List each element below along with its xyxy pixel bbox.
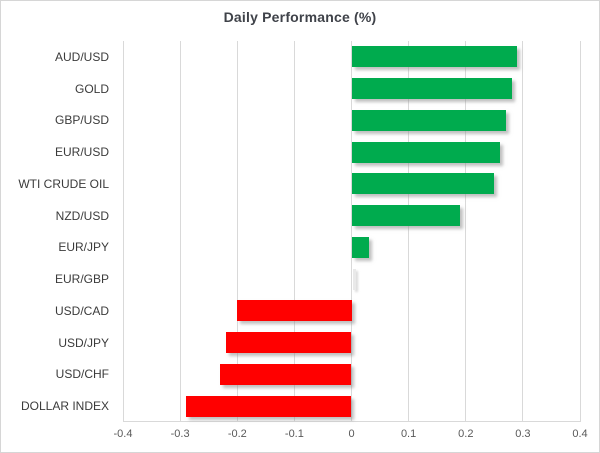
category-label-wti-crude-oil: WTI CRUDE OIL <box>18 176 109 191</box>
bar-eur-gbp <box>352 268 356 290</box>
x-axis-line <box>123 421 580 422</box>
x-tick-label: -0.2 <box>227 428 247 440</box>
gridline <box>408 41 410 422</box>
bar-eur-jpy <box>351 236 369 258</box>
x-tick-label: 0.2 <box>458 428 474 440</box>
bar-dollar-index <box>185 395 352 417</box>
bar-aud-usd <box>351 46 518 68</box>
category-label-usd-chf: USD/CHF <box>55 367 109 382</box>
bar-gbp-usd <box>351 109 506 131</box>
bar-usd-cad <box>237 300 352 322</box>
x-tick-label: -0.3 <box>170 428 190 440</box>
gridline <box>579 41 581 422</box>
bar-usd-jpy <box>225 332 352 354</box>
category-label-usd-jpy: USD/JPY <box>58 335 109 350</box>
category-label-eur-usd: EUR/USD <box>54 145 109 160</box>
x-tick-label: -0.4 <box>113 428 133 440</box>
gridline <box>236 41 238 422</box>
x-tick-label: 0.4 <box>572 428 588 440</box>
bar-wti-crude-oil <box>351 173 495 195</box>
gridline <box>122 41 124 422</box>
category-label-eur-jpy: EUR/JPY <box>58 240 109 255</box>
gridline <box>522 41 524 422</box>
gridline <box>351 41 352 422</box>
category-label-eur-gbp: EUR/GBP <box>54 272 109 287</box>
x-tick-label: 0 <box>348 428 355 440</box>
bar-eur-usd <box>351 141 500 163</box>
category-label-usd-cad: USD/CAD <box>54 303 109 318</box>
x-tick-label: -0.1 <box>284 428 304 440</box>
gridline <box>293 41 295 422</box>
chart-title: Daily Performance (%) <box>223 9 377 25</box>
category-label-dollar-index: DOLLAR INDEX <box>20 399 109 414</box>
category-label-gold: GOLD <box>74 81 109 96</box>
category-label-gbp-usd: GBP/USD <box>54 113 109 128</box>
category-label-nzd-usd: NZD/USD <box>55 208 109 223</box>
gridline <box>179 41 181 422</box>
bar-gold <box>351 78 512 100</box>
bar-usd-chf <box>220 363 352 385</box>
x-tick-label: 0.1 <box>400 428 417 440</box>
bar-nzd-usd <box>351 205 460 227</box>
category-label-aud-usd: AUD/USD <box>54 49 109 64</box>
x-tick-label: 0.3 <box>515 428 531 440</box>
gridline <box>465 41 467 422</box>
